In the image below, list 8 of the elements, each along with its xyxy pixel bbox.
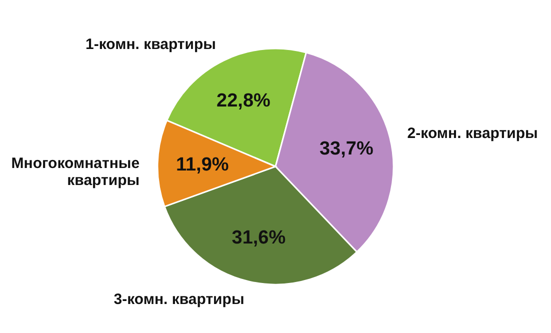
slice-label: 1-комн. квартиры	[85, 36, 216, 54]
slice-label: 2-комн. квартиры	[407, 125, 538, 142]
slice-label: 3-комн. квартиры	[114, 290, 244, 308]
data-label: 31,6%	[232, 228, 286, 249]
data-label: 33,7%	[319, 138, 374, 160]
slice-label: Многокомнатные квартиры	[11, 154, 140, 189]
data-label: 11,9%	[176, 154, 229, 176]
data-label: 22,8%	[216, 90, 271, 112]
